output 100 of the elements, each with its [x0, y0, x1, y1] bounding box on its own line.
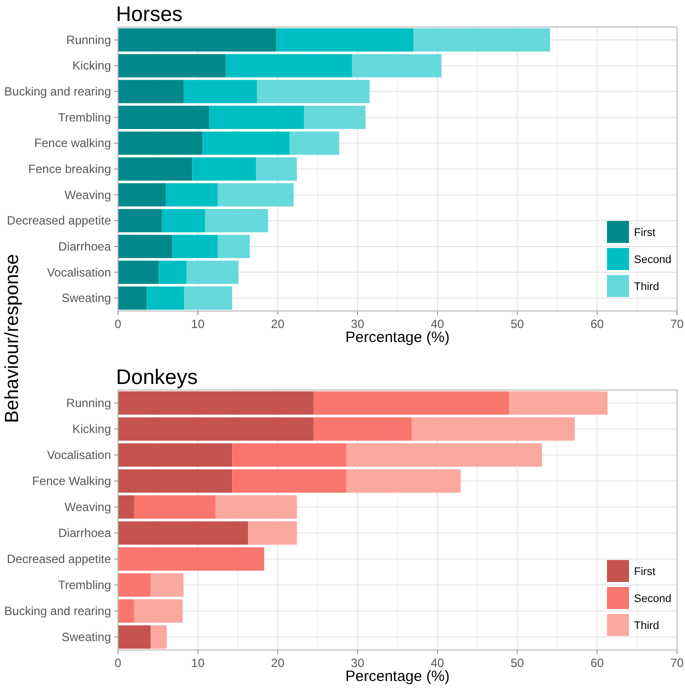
y-tick-label: Vocalisation [46, 265, 111, 280]
bar [118, 54, 226, 78]
bar [192, 157, 256, 181]
x-tick-label: 30 [350, 317, 365, 331]
bar [134, 495, 216, 519]
x-tick-label: 40 [430, 656, 444, 670]
y-tick-label: Decreased appetite [6, 552, 112, 566]
y-tick-label: Diarrhoea [58, 239, 112, 254]
bar [314, 391, 510, 415]
x-axis-title: Percentage (%) [345, 668, 450, 685]
y-tick-label: Fence Walking [32, 474, 111, 488]
x-tick-label: 10 [191, 656, 205, 670]
y-tick-label: Sweating [62, 291, 111, 306]
y-tick-label: Vocalisation [46, 448, 111, 462]
y-tick-label: Decreased appetite [6, 214, 112, 228]
y-tick-label: Bucking and rearing [4, 84, 111, 99]
bar [118, 80, 184, 104]
legend-label: Second [634, 593, 672, 605]
bar [276, 28, 414, 52]
bar [256, 157, 297, 181]
y-tick-label: Bucking and rearing [4, 604, 111, 618]
bar [118, 495, 134, 519]
y-tick-label: Weaving [64, 500, 111, 514]
x-tick-label: 30 [350, 656, 365, 670]
x-tick-label: 70 [670, 656, 684, 670]
bar [118, 547, 264, 571]
y-tick-label: Trembling [58, 110, 111, 124]
y-tick-label: Running [66, 32, 111, 47]
bar [183, 80, 257, 104]
x-tick-label: 70 [670, 317, 684, 331]
bar [118, 106, 210, 129]
bar [118, 443, 232, 467]
chart-title: Donkeys [116, 366, 198, 389]
y-tick-label: Sweating [62, 630, 111, 644]
bar [118, 625, 151, 649]
x-tick-label: 40 [430, 317, 444, 331]
bar [134, 599, 183, 623]
x-tick-label: 10 [191, 317, 205, 331]
y-tick-label: Weaving [64, 188, 111, 202]
x-axis-title: Percentage (%) [345, 329, 450, 346]
bar [150, 625, 167, 649]
bar [172, 234, 218, 258]
legend-label: Second [634, 254, 672, 266]
bar [118, 183, 166, 206]
bar [413, 28, 550, 52]
legend-label: First [634, 227, 656, 239]
bar [352, 54, 442, 78]
y-tick-label: Fence breaking [28, 162, 111, 176]
x-tick-label: 60 [590, 317, 604, 331]
x-tick-label: 20 [271, 317, 285, 331]
bar [248, 521, 297, 545]
bar [314, 417, 412, 441]
bar [346, 443, 542, 467]
bar [218, 183, 294, 206]
bar [118, 234, 172, 258]
bar [118, 417, 314, 441]
x-tick-label: 60 [590, 656, 604, 670]
legend-label: Third [634, 281, 660, 293]
x-tick-label: 50 [510, 317, 524, 331]
bar [118, 260, 159, 284]
bar [184, 286, 232, 310]
bar [232, 469, 346, 493]
y-tick-label: Running [66, 396, 111, 410]
bar [346, 469, 461, 493]
bar [304, 106, 366, 129]
bar [118, 391, 314, 415]
bar [162, 209, 206, 232]
bar [226, 54, 352, 78]
y-tick-label: Fence walking [34, 136, 111, 150]
x-tick-label: 0 [114, 656, 122, 670]
bar [118, 209, 162, 232]
bar [118, 28, 276, 52]
bar [218, 234, 250, 258]
bar [290, 132, 340, 155]
x-tick-label: 50 [510, 656, 524, 670]
bar [118, 469, 232, 493]
bar [166, 183, 218, 206]
bar [146, 286, 184, 310]
legend-label: First [634, 566, 656, 578]
bar [412, 417, 575, 441]
bar [209, 106, 304, 129]
bar [215, 495, 297, 519]
bar [118, 132, 203, 155]
bar [158, 260, 187, 284]
bar [150, 573, 184, 597]
bar [186, 260, 239, 284]
bar [202, 132, 290, 155]
legend-label: Third [634, 620, 660, 632]
x-tick-label: 20 [271, 656, 285, 670]
chart-title: Horses [116, 3, 183, 26]
bar [256, 80, 370, 104]
bar [118, 286, 147, 310]
bar [232, 443, 346, 467]
y-tick-label: Diarrhoea [58, 526, 112, 540]
bar [205, 209, 268, 232]
x-tick-label: 0 [114, 317, 122, 331]
y-tick-label: Kicking [72, 422, 111, 436]
bar [118, 573, 151, 597]
bar [118, 521, 248, 545]
y-tick-label: Kicking [72, 58, 111, 73]
